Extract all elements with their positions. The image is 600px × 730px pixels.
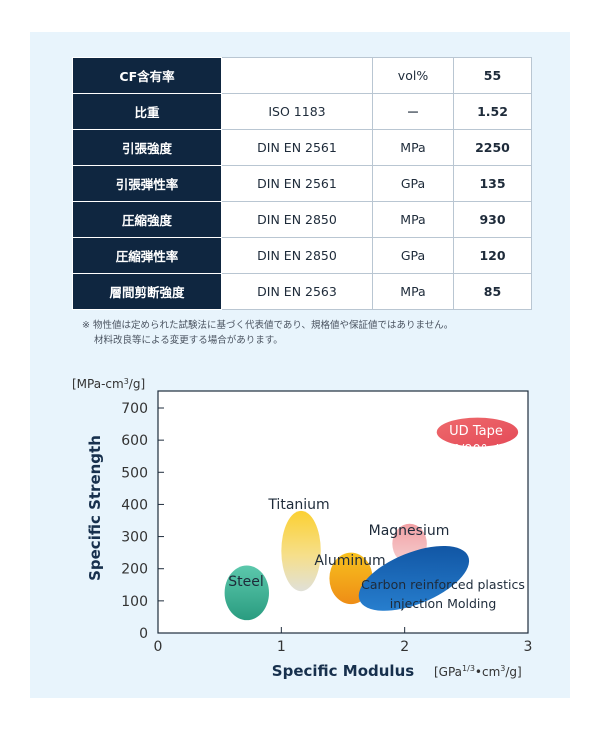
properties-table: CF含有率 vol% 55 比重 ISO 1183 ー 1.52 引張強度 DIN EN 256… bbox=[72, 57, 532, 310]
cfrp-injection-region bbox=[358, 545, 470, 611]
note-line-1: ※ 物性値は定められた試験法に基づく代表値であり、規格値や保証値ではありません。 bbox=[82, 320, 454, 331]
value-cell: 85 bbox=[453, 273, 532, 310]
titanium-label: Titanium bbox=[267, 497, 329, 513]
table-row: 圧縮強度 DIN EN 2850 MPa 930 bbox=[72, 201, 532, 238]
x-tick-label: 2 bbox=[400, 639, 409, 655]
standard-cell: DIN EN 2850 bbox=[221, 201, 373, 238]
value-cell: 2250 bbox=[453, 129, 532, 166]
table-row: 引張弾性率 DIN EN 2561 GPa 135 bbox=[72, 165, 532, 202]
property-cell: 層間剪断強度 bbox=[72, 273, 222, 310]
standard-cell bbox=[221, 57, 373, 94]
y-tick-label: 0 bbox=[139, 626, 148, 642]
table-row: 圧縮弾性率 DIN EN 2850 GPa 120 bbox=[72, 237, 532, 274]
standard-cell: DIN EN 2561 bbox=[221, 165, 373, 202]
cfrp-injection-label-2: injection Molding bbox=[390, 596, 497, 611]
property-cell: 圧縮弾性率 bbox=[72, 237, 222, 274]
y-tick-label: 100 bbox=[121, 594, 148, 610]
note-line-2: 材料改良等による変更する場合があります。 bbox=[94, 335, 283, 346]
property-cell: 引張弾性率 bbox=[72, 165, 222, 202]
y-tick-label: 600 bbox=[121, 433, 148, 449]
y-tick-label: 700 bbox=[121, 401, 148, 417]
x-unit-label: [GPa1/3•cm3/g] bbox=[434, 664, 522, 679]
standard-cell: DIN EN 2850 bbox=[221, 237, 373, 274]
y-tick-label: 500 bbox=[121, 465, 148, 481]
ud-tape-region bbox=[436, 417, 519, 447]
steel-region bbox=[224, 565, 269, 621]
disclaimer-note: ※ 物性値は定められた試験法に基づく代表値であり、規格値や保証値ではありません。… bbox=[82, 318, 522, 348]
unit-cell: MPa bbox=[372, 201, 454, 238]
x-tick-label: 0 bbox=[154, 639, 163, 655]
value-cell: 120 bbox=[453, 237, 532, 274]
property-cell: 圧縮強度 bbox=[72, 201, 222, 238]
x-axis-title: Specific Modulus bbox=[272, 662, 414, 680]
y-tick-label: 200 bbox=[121, 562, 148, 578]
table-row: 引張強度 DIN EN 2561 MPa 2250 bbox=[72, 129, 532, 166]
table-row: 層間剪断強度 DIN EN 2563 MPa 85 bbox=[72, 273, 532, 310]
ud-tape-label-2: 0°/90°ply bbox=[445, 443, 507, 458]
y-tick-label: 300 bbox=[121, 530, 148, 546]
table-row: CF含有率 vol% 55 bbox=[72, 57, 532, 94]
y-tick-label: 400 bbox=[121, 497, 148, 513]
property-cell: CF含有率 bbox=[72, 57, 222, 94]
x-tick-label: 1 bbox=[277, 639, 286, 655]
aluminum-label: Aluminum bbox=[314, 553, 385, 569]
unit-cell: ー bbox=[372, 93, 454, 130]
titanium-region bbox=[281, 510, 321, 592]
value-cell: 55 bbox=[453, 57, 532, 94]
value-cell: 930 bbox=[453, 201, 532, 238]
magnesium-label: Magnesium bbox=[369, 523, 450, 539]
ud-tape-label-1: UD Tape bbox=[449, 424, 503, 439]
property-cell: 比重 bbox=[72, 93, 222, 130]
standard-cell: ISO 1183 bbox=[221, 93, 373, 130]
y-axis-title: Specific Strength bbox=[86, 435, 104, 581]
steel-label: Steel bbox=[228, 574, 264, 590]
x-tick-label: 3 bbox=[524, 639, 533, 655]
unit-cell: MPa bbox=[372, 273, 454, 310]
cfrp-injection-label-1: Carbon reinforced plastics bbox=[361, 577, 525, 592]
property-cell: 引張強度 bbox=[72, 129, 222, 166]
unit-cell: GPa bbox=[372, 165, 454, 202]
unit-cell: GPa bbox=[372, 237, 454, 274]
standard-cell: DIN EN 2561 bbox=[221, 129, 373, 166]
y-unit-label: [MPa-cm3/g] bbox=[72, 377, 145, 391]
table-row: 比重 ISO 1183 ー 1.52 bbox=[72, 93, 532, 130]
value-cell: 135 bbox=[453, 165, 532, 202]
standard-cell: DIN EN 2563 bbox=[221, 273, 373, 310]
